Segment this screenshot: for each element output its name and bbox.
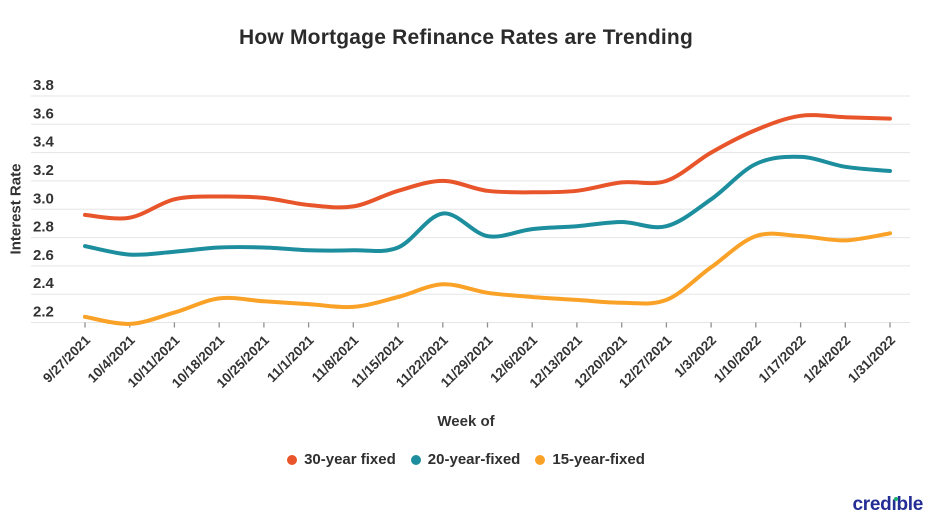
legend-dot-30-year-fixed-icon	[287, 454, 298, 465]
logo-text-post: ble	[896, 494, 923, 515]
credible-logo: credıble	[852, 494, 924, 516]
legend-item-30-year-fixed: 30-year fixed	[287, 451, 396, 468]
logo-i-dot-icon	[893, 496, 899, 501]
y-tick-label: 2.4	[33, 275, 55, 292]
legend-label-30-year-fixed: 30-year fixed	[304, 451, 396, 468]
y-tick-label: 2.6	[33, 247, 54, 264]
legend-label-20-year-fixed: 20-year-fixed	[427, 451, 521, 468]
legend-label-15-year-fixed: 15-year-fixed	[552, 451, 645, 468]
x-tick-label: 9/27/2021	[40, 332, 93, 385]
y-tick-label: 2.8	[33, 219, 54, 236]
y-tick-label: 2.2	[33, 304, 54, 321]
logo-text-pre: cred	[852, 494, 892, 515]
legend-dot-20-year-fixed-icon	[410, 454, 421, 465]
x-tick-label: 1/24/2022	[800, 333, 853, 386]
x-axis-title: Week of	[437, 413, 495, 430]
logo-text-i: ı	[891, 494, 897, 515]
y-tick-label: 3.0	[33, 190, 54, 207]
series-line-30-year-fixed	[83, 113, 892, 221]
series-line-20-year-fixed	[83, 154, 892, 257]
y-tick-label: 3.8	[33, 77, 54, 94]
y-tick-label: 3.4	[33, 134, 55, 151]
x-tick-label: 11/1/2021	[264, 332, 317, 385]
legend-item-20-year-fixed: 20-year-fixed	[410, 451, 521, 468]
y-tick-label: 3.6	[33, 105, 54, 122]
series-line-15-year-fixed	[83, 231, 892, 326]
legend-item-15-year-fixed: 15-year-fixed	[535, 451, 645, 468]
chart-title: How Mortgage Refinance Rates are Trendin…	[239, 26, 693, 49]
x-tick-label: 1/10/2022	[711, 333, 764, 386]
chart-legend: 30-year fixed 20-year-fixed 15-year-fixe…	[0, 451, 932, 468]
y-tick-label: 3.2	[33, 162, 54, 179]
x-tick-label: 1/17/2022	[756, 333, 809, 386]
legend-dot-15-year-fixed-icon	[535, 454, 546, 465]
x-tick-label: 1/31/2022	[845, 333, 898, 386]
